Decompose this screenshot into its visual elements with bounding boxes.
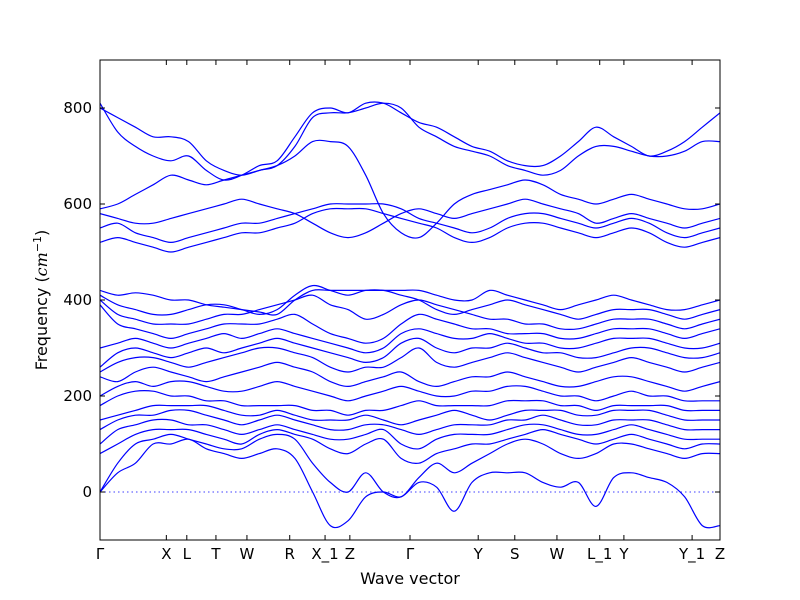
phonon-band-3: [100, 428, 720, 464]
phonon-band-11: [100, 337, 720, 368]
phonon-band-6: [100, 404, 720, 426]
phonon-band-8: [100, 380, 720, 402]
phonon-band-20: [100, 139, 720, 239]
y-tick-label: 0: [82, 483, 92, 501]
y-axis-label: Frequency (cm−1): [31, 230, 52, 371]
y-tick-label: 600: [63, 195, 92, 213]
x-tick-label: L: [183, 545, 192, 563]
x-tick-label: Y_1: [678, 545, 705, 564]
x-tick-label: W: [550, 545, 565, 563]
phonon-band-12: [100, 328, 720, 354]
x-tick-label: Y: [473, 545, 484, 563]
x-tick-label: R: [285, 545, 295, 563]
phonon-band-19: [100, 198, 720, 239]
x-tick-label: T: [210, 545, 221, 563]
phonon-band-2: [100, 433, 720, 499]
phonon-band-4: [100, 418, 720, 450]
x-axis-label: Wave vector: [360, 569, 460, 588]
phonon-band-10: [100, 346, 720, 373]
y-tick-label: 400: [63, 291, 92, 309]
x-tick-label: W: [240, 545, 255, 563]
x-tick-label: Z: [345, 545, 355, 563]
axes-frame: [99, 59, 721, 541]
phonon-band-7: [100, 390, 720, 416]
y-tick-label: 200: [63, 387, 92, 405]
y-tick-label: 800: [63, 99, 92, 117]
x-tick-label: X_1: [311, 545, 338, 564]
x-tick-label: X: [161, 545, 171, 563]
x-tick-label: S: [510, 545, 520, 563]
phonon-band-22: [100, 101, 720, 181]
x-tick-label: Γ: [96, 545, 105, 563]
phonon-band-1: [100, 438, 720, 529]
x-tick-label: L_1: [587, 545, 612, 564]
x-tick-label: Γ: [406, 545, 415, 563]
phonon-band-9: [100, 361, 720, 392]
phonon-band-17: [100, 207, 720, 253]
x-tick-label: Y: [618, 545, 629, 563]
plot-area: [100, 101, 720, 529]
axis-ticks: 0 200 400 600 800 Γ X L T W R X_1 Z Γ Y S W L_1 Y Y_1 Z: [63, 60, 725, 564]
phonon-band-13: [100, 304, 720, 344]
x-tick-label: Z: [715, 545, 725, 563]
phonon-band-18: [100, 203, 720, 244]
phonon-band-16: [100, 289, 720, 316]
phonon-band-14: [100, 294, 720, 330]
phonon-band-5: [100, 409, 720, 436]
